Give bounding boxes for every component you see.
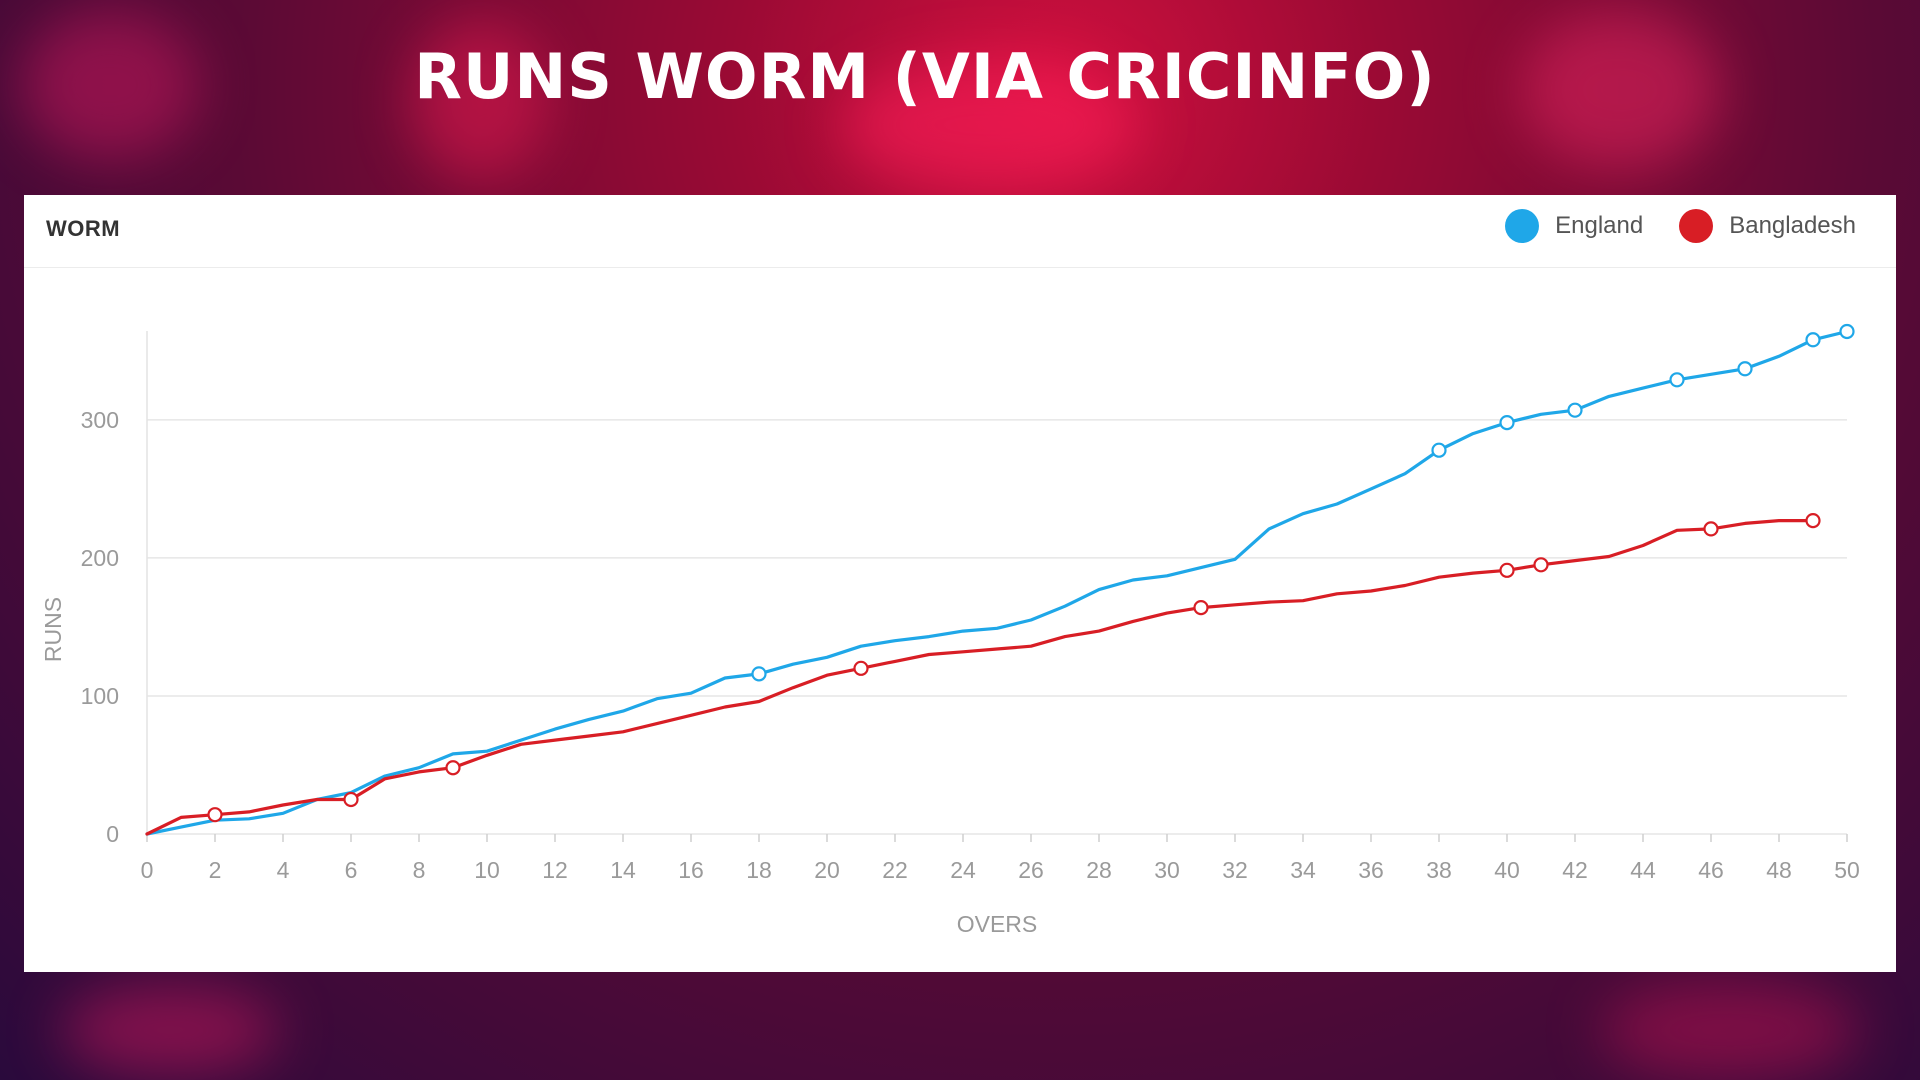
x-tick-label: 20 [814, 857, 840, 883]
background-shape [840, 60, 1140, 190]
legend-label-england: England [1555, 212, 1644, 239]
x-tick-label: 44 [1630, 857, 1656, 883]
wicket-marker-england [1669, 372, 1685, 388]
wicket-marker-england [751, 666, 767, 682]
worm-chart-card: WORM England Bangladesh 0 100 200 300 0 2 4 6 8 1… [24, 195, 1896, 972]
x-tick-label: 36 [1358, 857, 1384, 883]
x-tick-label: 50 [1834, 857, 1860, 883]
x-tick-label: 46 [1698, 857, 1724, 883]
x-tick-label: 42 [1562, 857, 1588, 883]
x-tick-label: 22 [882, 857, 908, 883]
wicket-marker-england [1839, 323, 1855, 340]
x-tick-label: 0 [141, 857, 154, 883]
wicket-marker-england [1567, 402, 1583, 418]
wicket-marker-bangladesh [1703, 521, 1719, 537]
wicket-marker-bangladesh [343, 791, 359, 808]
wicket-marker-bangladesh [1805, 513, 1821, 529]
x-tick-label: 28 [1086, 857, 1112, 883]
wicket-marker-bangladesh [1193, 599, 1209, 616]
x-tick-label: 26 [1018, 857, 1044, 883]
x-tick-label: 16 [678, 857, 704, 883]
series-line-bangladesh [145, 519, 1815, 836]
x-tick-label: 24 [950, 857, 976, 883]
y-tick-label: 0 [106, 821, 119, 847]
x-tick-label: 12 [542, 857, 568, 883]
x-tick-label: 34 [1290, 857, 1316, 883]
wicket-marker-england [1499, 414, 1515, 431]
legend-label-bangladesh: Bangladesh [1729, 212, 1856, 239]
legend-item-england[interactable]: England [1505, 209, 1643, 243]
wicket-marker-england [1737, 361, 1753, 377]
wicket-marker-england [1805, 332, 1821, 348]
y-tick-label: 200 [81, 545, 119, 571]
background-shape [60, 985, 280, 1075]
wicket-marker-bangladesh [445, 760, 461, 776]
x-tick-label: 2 [209, 857, 222, 883]
x-tick-label: 38 [1426, 857, 1452, 883]
x-tick-label: 48 [1766, 857, 1792, 883]
wicket-marker-bangladesh [1533, 557, 1549, 573]
x-tick-label: 8 [413, 857, 426, 883]
wicket-marker-bangladesh [853, 660, 869, 676]
wicket-marker-bangladesh [1499, 562, 1515, 578]
x-tick-label: 40 [1494, 857, 1520, 883]
wicket-marker-england [1431, 442, 1447, 458]
chart-legend: England Bangladesh [1469, 209, 1856, 243]
card-header: WORM England Bangladesh [24, 195, 1896, 268]
x-tick-label: 4 [277, 857, 290, 883]
x-tick-label: 18 [746, 857, 772, 883]
wicket-marker-bangladesh [207, 807, 223, 823]
background-shape [1600, 980, 1860, 1080]
background-shape [410, 20, 550, 180]
x-tick-label: 6 [345, 857, 358, 883]
x-axis-label: OVERS [957, 911, 1038, 937]
card-title: WORM [46, 216, 121, 241]
x-tick-label: 10 [474, 857, 500, 883]
background-shape [20, 10, 200, 160]
x-tick-label: 14 [610, 857, 636, 883]
y-tick-label: 300 [81, 407, 119, 433]
england-color-dot-icon [1505, 209, 1540, 243]
background-shape [1520, 10, 1720, 170]
y-tick-label: 100 [81, 683, 119, 709]
series-line-england [145, 329, 1849, 836]
legend-item-bangladesh[interactable]: Bangladesh [1679, 209, 1856, 243]
bangladesh-color-dot-icon [1679, 209, 1714, 243]
x-tick-label: 32 [1222, 857, 1248, 883]
x-tick-label: 30 [1154, 857, 1180, 883]
y-axis-label: RUNS [40, 597, 66, 662]
page-title: RUNS WORM (VIA CRICINFO) [414, 40, 1436, 113]
